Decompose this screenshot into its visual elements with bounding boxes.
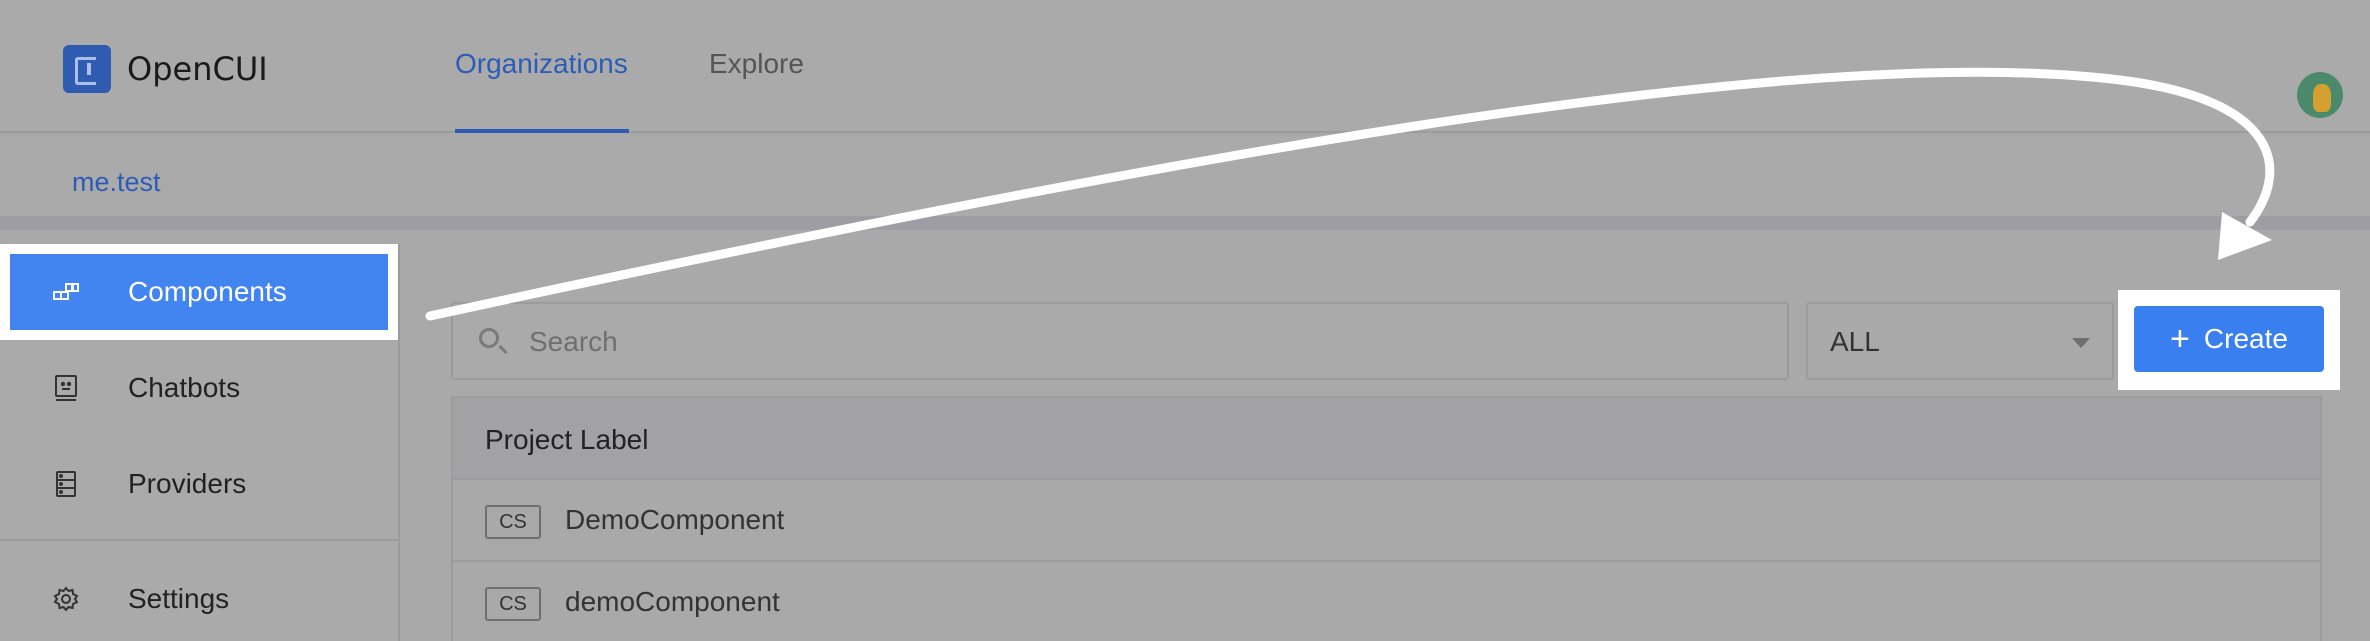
sidebar: Components Chatbots Providers [0,244,400,641]
create-button-highlight: + Create [2118,290,2340,390]
org-name-link[interactable]: me.test [72,167,161,197]
sidebar-item-label: Components [128,276,287,307]
table-header: Project Label [453,398,2320,480]
app-name: OpenCUI [127,50,268,88]
sidebar-item-chatbots[interactable]: Chatbots [0,340,398,436]
sidebar-item-label: Settings [128,583,230,614]
filter-select-value: ALL [1830,326,1880,357]
opencui-logo-icon [63,45,111,93]
table-row[interactable]: CS DemoComponent [453,480,2320,562]
projects-table: Project Label CS DemoComponent CS demoCo… [451,396,2322,641]
table-row[interactable]: CS demoComponent [453,562,2320,641]
components-icon [52,277,80,307]
search-box[interactable] [451,302,1789,380]
logo[interactable]: OpenCUI [63,45,268,93]
sidebar-item-components[interactable]: Components [0,244,398,340]
type-tag: CS [485,587,541,621]
sidebar-item-label: Providers [128,468,247,499]
top-header: OpenCUI Organizations Explore [0,0,2370,133]
create-button-label: Create [2203,323,2288,354]
project-name[interactable]: DemoComponent [565,504,785,535]
search-input[interactable] [529,324,1429,360]
gear-icon [52,584,80,614]
sidebar-item-settings[interactable]: Settings [0,551,398,641]
project-name[interactable]: demoComponent [565,586,780,617]
active-tab-indicator [455,129,629,133]
chevron-down-icon [2072,338,2090,348]
tab-explore[interactable]: Explore [709,48,804,79]
user-avatar[interactable] [2297,72,2343,118]
sidebar-item-label: Chatbots [128,372,241,403]
column-header-project-label: Project Label [485,424,649,455]
sidebar-divider [0,539,398,541]
providers-icon [52,469,80,499]
tab-organizations[interactable]: Organizations [455,48,628,79]
plus-icon: + [2170,319,2190,358]
chatbot-icon [52,373,80,403]
filter-select[interactable]: ALL [1806,302,2114,380]
create-button[interactable]: + Create [2134,306,2324,372]
org-bar: me.test [0,135,2370,230]
search-icon [479,328,499,348]
sidebar-item-providers[interactable]: Providers [0,436,398,532]
type-tag: CS [485,505,541,539]
